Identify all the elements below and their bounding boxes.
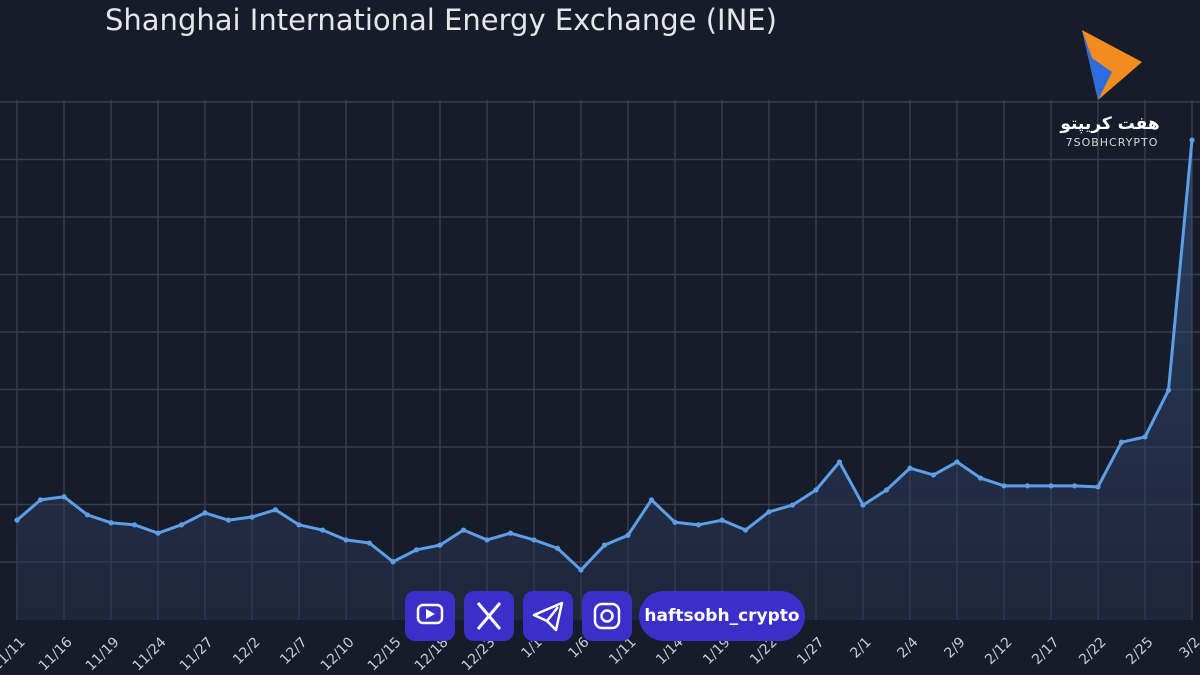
point: [484, 537, 490, 543]
point: [225, 517, 232, 523]
point: [390, 559, 396, 565]
point: [1024, 483, 1031, 489]
point: [319, 527, 326, 533]
point: [860, 502, 866, 508]
youtube-icon: [426, 609, 435, 619]
logo: هفت کریپتو 7SOBHCRYPTO: [1059, 30, 1160, 149]
point: [907, 465, 913, 471]
point: [1095, 484, 1101, 490]
point: [155, 530, 161, 536]
instagram-button[interactable]: [582, 591, 632, 641]
point: [930, 472, 937, 478]
point: [131, 522, 138, 528]
point: [1165, 387, 1172, 393]
point: [742, 527, 749, 533]
point: [1189, 137, 1195, 143]
instagram-icon: [593, 602, 621, 630]
point: [108, 520, 114, 526]
point: [1071, 483, 1078, 489]
point: [789, 502, 796, 508]
point: [1142, 434, 1148, 440]
chart-title: Shanghai International Energy Exchange (…: [105, 3, 777, 37]
line-area: [17, 140, 1192, 621]
point: [766, 509, 772, 515]
point: [1118, 439, 1125, 445]
point: [413, 547, 420, 553]
point: [366, 540, 373, 546]
point: [672, 519, 678, 525]
point: [343, 537, 349, 543]
point: [61, 494, 67, 500]
handle: haftsobh_crypto: [644, 606, 799, 626]
point: [14, 517, 20, 523]
point: [37, 497, 44, 503]
point: [954, 459, 960, 465]
x-icon: [476, 602, 502, 630]
point: [507, 530, 514, 536]
point: [84, 512, 91, 518]
point: [1048, 483, 1054, 489]
handle-pill[interactable]: [639, 591, 805, 641]
youtube-icon: [416, 603, 444, 625]
point: [695, 522, 702, 528]
point: [1001, 483, 1007, 489]
point: [249, 514, 255, 520]
telegram-icon: [532, 601, 564, 632]
logo-shape: [1082, 30, 1112, 100]
point: [578, 567, 584, 573]
point: [601, 542, 608, 548]
point: [272, 507, 279, 513]
point: [977, 475, 984, 481]
point: [296, 522, 302, 528]
point: [625, 532, 631, 538]
point: [883, 487, 890, 493]
logo-subtitle: 7SOBHCRYPTO: [1066, 136, 1159, 149]
logo-title: هفت کریپتو: [1059, 114, 1159, 134]
point: [531, 537, 537, 543]
point: [178, 522, 185, 528]
point: [813, 487, 819, 493]
social-bar: haftsobh_crypto: [405, 591, 805, 641]
point: [836, 459, 843, 465]
point: [202, 510, 208, 516]
point: [554, 545, 561, 551]
telegram-button[interactable]: [523, 591, 573, 641]
point: [719, 517, 725, 523]
point: [648, 497, 655, 503]
point: [437, 542, 443, 548]
point: [460, 527, 467, 533]
instagram-icon: [600, 609, 614, 623]
